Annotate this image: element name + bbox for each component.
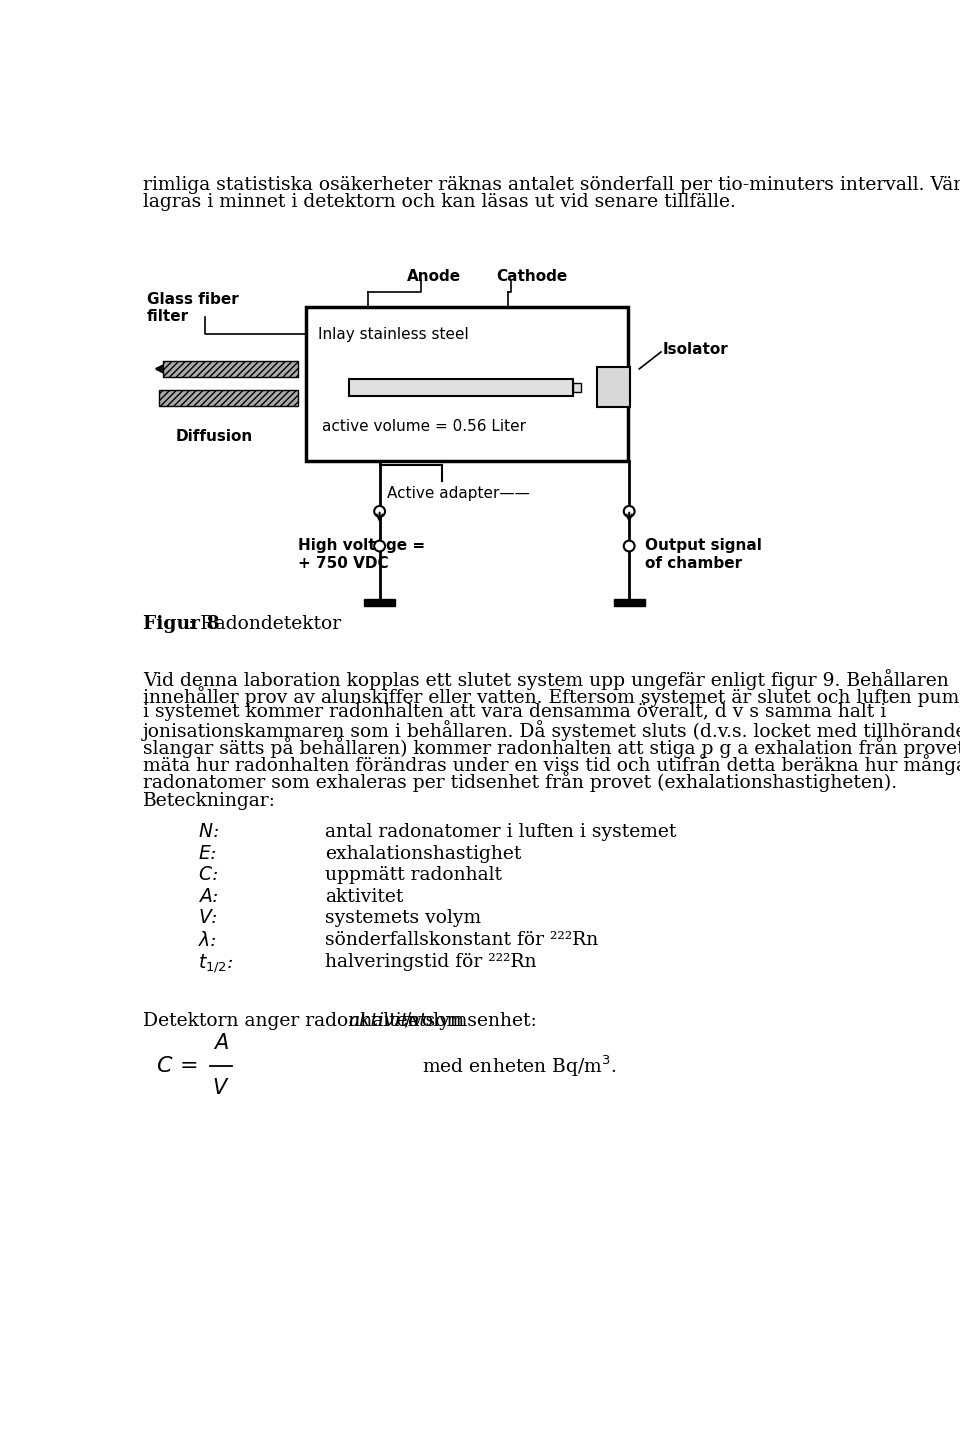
Bar	[306, 308, 628, 462]
Text: halveringstid för ²²²Rn: halveringstid för ²²²Rn	[325, 952, 537, 971]
Text: Inlay stainless steel: Inlay stainless steel	[318, 326, 468, 342]
Text: $A$: $A$	[213, 1034, 228, 1054]
Bar	[348, 380, 573, 395]
Text: $C\,=\,$: $C\,=\,$	[156, 1054, 198, 1077]
Text: uppmätt radonhalt: uppmätt radonhalt	[325, 866, 502, 884]
Text: /volymsenhet:: /volymsenhet:	[405, 1012, 537, 1030]
Text: systemets volym: systemets volym	[325, 909, 482, 928]
Text: Anode: Anode	[407, 269, 461, 283]
Text: exhalationshastighet: exhalationshastighet	[325, 844, 521, 863]
Text: $V$: $V$	[212, 1078, 229, 1099]
Bar	[613, 600, 645, 605]
Text: radonatomer som exhaleras per tidsenhet från provet (exhalationshastigheten).: radonatomer som exhaleras per tidsenhet …	[143, 771, 898, 792]
Text: Isolator: Isolator	[662, 342, 729, 357]
Text: antal radonatomer i luften i systemet: antal radonatomer i luften i systemet	[325, 823, 677, 841]
Text: Beteckningar:: Beteckningar:	[143, 792, 276, 811]
Circle shape	[374, 541, 385, 551]
Text: med enheten Bq/m$^3$.: med enheten Bq/m$^3$.	[422, 1053, 617, 1078]
Text: $N$:: $N$:	[198, 823, 219, 841]
Circle shape	[374, 506, 385, 516]
Circle shape	[624, 541, 635, 551]
Text: Output signal
of chamber: Output signal of chamber	[645, 538, 761, 571]
Text: Detektorn anger radonhalten som: Detektorn anger radonhalten som	[143, 1012, 470, 1030]
Text: Glass fiber
filter: Glass fiber filter	[147, 292, 239, 325]
Bar	[573, 383, 581, 393]
Text: aktivitet: aktivitet	[348, 1012, 427, 1030]
Text: Cathode: Cathode	[496, 269, 567, 283]
Text: $t_{1/2}$:: $t_{1/2}$:	[198, 952, 233, 975]
Text: slangar sätts på behållaren) kommer radonhalten att stiga p g a exhalation från : slangar sätts på behållaren) kommer rado…	[143, 736, 960, 758]
Text: Vid denna laboration kopplas ett slutet system upp ungefär enligt figur 9. Behål: Vid denna laboration kopplas ett slutet …	[143, 669, 949, 690]
Text: aktivitet: aktivitet	[325, 887, 404, 906]
Bar	[158, 391, 299, 406]
Circle shape	[624, 506, 635, 516]
Text: $V$:: $V$:	[198, 909, 217, 928]
Text: sönderfallskonstant för ²²²Rn: sönderfallskonstant för ²²²Rn	[325, 930, 599, 949]
Text: Diffusion: Diffusion	[176, 429, 253, 444]
Text: : Radondetektor: : Radondetektor	[188, 615, 342, 633]
Text: $A$:: $A$:	[198, 887, 218, 906]
Text: rimliga statistiska osäkerheter räknas antalet sönderfall per tio-minuters inter: rimliga statistiska osäkerheter räknas a…	[143, 177, 960, 194]
Text: innehåller prov av alunskiffer eller vatten. Eftersom systemet är slutet och luf: innehåller prov av alunskiffer eller vat…	[143, 686, 960, 707]
Text: i systemet kommer radonhalten att vara densamma överalt, d v s samma halt i: i systemet kommer radonhalten att vara d…	[143, 703, 886, 720]
Text: lagras i minnet i detektorn och kan läsas ut vid senare tillfälle.: lagras i minnet i detektorn och kan läsa…	[143, 193, 736, 211]
Text: High voltage =
+ 750 VDC: High voltage = + 750 VDC	[299, 538, 425, 571]
Text: Figur 8: Figur 8	[143, 615, 220, 633]
Text: Active adapter——: Active adapter——	[388, 486, 530, 500]
Text: $E$:: $E$:	[198, 844, 216, 863]
Bar	[597, 367, 630, 407]
Text: active volume = 0.56 Liter: active volume = 0.56 Liter	[322, 418, 525, 434]
Text: $\lambda$:: $\lambda$:	[198, 930, 217, 951]
Text: jonisationskammaren som i behållaren. Då systemet sluts (d.v.s. locket med tillh: jonisationskammaren som i behållaren. Då…	[143, 720, 960, 741]
Bar	[364, 600, 396, 605]
Bar	[162, 361, 299, 377]
Text: mäta hur radonhalten förändras under en viss tid och utifrån detta beräkna hur m: mäta hur radonhalten förändras under en …	[143, 754, 960, 775]
Text: $C$:: $C$:	[198, 866, 218, 884]
